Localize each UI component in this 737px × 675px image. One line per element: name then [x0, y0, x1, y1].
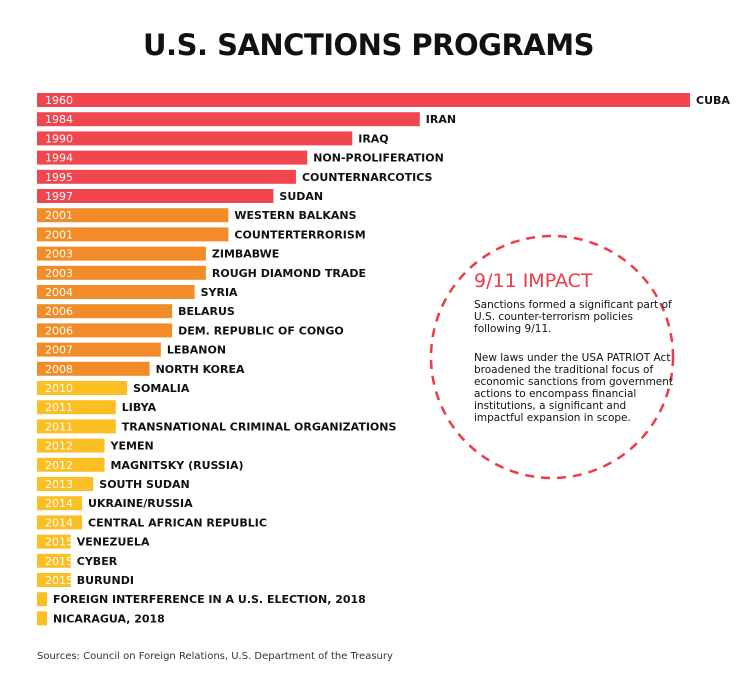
bar-5 [37, 169, 296, 184]
bar-27 [37, 592, 47, 607]
bar-category-label: NON-PROLIFERATION [313, 152, 444, 165]
bar-year-label: 2001 [45, 228, 73, 241]
bar-21 [37, 477, 94, 491]
bar-category-label: MAGNITSKY (RUSSIA) [111, 459, 244, 472]
callout-dashed-circle [429, 234, 675, 480]
bar-7 [37, 208, 229, 223]
bar-15 [37, 361, 150, 376]
chart-title: U.S. SANCTIONS PROGRAMS [143, 28, 595, 62]
bar-category-label: IRAN [426, 113, 456, 126]
bar-year-label: 2004 [45, 286, 73, 299]
bar-9 [37, 246, 206, 261]
bar-year-label: 1994 [45, 152, 73, 165]
bar-12 [37, 304, 173, 319]
bar-8 [37, 227, 229, 242]
bar-category-label: SYRIA [201, 286, 238, 299]
bar-25 [37, 553, 71, 568]
bar-year-label: 1995 [45, 171, 73, 184]
bar-year-label: 1997 [45, 190, 73, 203]
bar-category-label: YEMEN [110, 440, 154, 453]
bar-1 [37, 93, 690, 107]
bar-24 [37, 534, 71, 549]
bar-category-label: CUBA [696, 94, 730, 107]
callout-paragraph-2: New laws under the USA PATRIOT Act broad… [474, 352, 674, 424]
bar-year-label: 1960 [45, 94, 73, 107]
bar-year-label: 2001 [45, 209, 73, 222]
bar-23 [37, 515, 83, 530]
bar-20 [37, 457, 105, 472]
bar-category-label: LEBANON [167, 344, 226, 357]
bar-year-label: 2012 [45, 440, 73, 453]
bar-category-label: TRANSNATIONAL CRIMINAL ORGANIZATIONS [122, 420, 397, 433]
bar-26 [37, 573, 71, 587]
bar-year-label: 2011 [45, 401, 73, 414]
bar-category-label: ZIMBABWE [212, 248, 279, 261]
bar-14 [37, 342, 161, 357]
bar-year-label: 2010 [45, 382, 73, 395]
bar-category-label: LIBYA [122, 401, 157, 414]
bars-group: 1960 CUBA 1984 IRAN 1990 IRAQ 1994 NON-PROLIFER… [37, 93, 730, 626]
bar-year-label: 2015 [45, 555, 73, 568]
bar-28 [37, 611, 47, 626]
bar-category-label: CYBER [77, 555, 118, 568]
bar-category-label: BURUNDI [77, 574, 134, 587]
bar-year-label: 2011 [45, 420, 73, 433]
bar-category-label: COUNTERNARCOTICS [302, 171, 433, 184]
bar-6 [37, 189, 274, 203]
bar-4 [37, 150, 308, 165]
bar-category-label: ROUGH DIAMOND TRADE [212, 267, 366, 280]
bar-category-label: NICARAGUA, 2018 [53, 612, 165, 625]
bar-category-label: COUNTERTERRORISM [234, 228, 365, 241]
bar-year-label: 2015 [45, 574, 73, 587]
bar-year-label: 2008 [45, 363, 73, 376]
callout-title: 9/11 IMPACT [474, 270, 593, 292]
bar-category-label: SUDAN [279, 190, 323, 203]
bar-category-label: DEM. REPUBLIC OF CONGO [178, 324, 344, 337]
bar-category-label: SOMALIA [133, 382, 190, 395]
bar-category-label: WESTERN BALKANS [234, 209, 356, 222]
bar-year-label: 2007 [45, 344, 73, 357]
bar-year-label: 2015 [45, 536, 73, 549]
bar-13 [37, 323, 173, 338]
bar-category-label: SOUTH SUDAN [99, 478, 189, 491]
bar-year-label: 2006 [45, 305, 73, 318]
bar-category-label: VENEZUELA [77, 536, 150, 549]
bar-16 [37, 381, 128, 395]
bar-year-label: 1984 [45, 113, 73, 126]
bar-2 [37, 112, 420, 127]
bar-category-label: NORTH KOREA [156, 363, 245, 376]
bar-category-label: FOREIGN INTERFERENCE IN A U.S. ELECTION,… [53, 593, 366, 606]
bar-year-label: 2014 [45, 516, 73, 529]
bar-category-label: IRAQ [358, 132, 388, 145]
source-note: Sources: Council on Foreign Relations, U… [37, 651, 393, 662]
bar-year-label: 1990 [45, 132, 73, 145]
bar-10 [37, 265, 206, 280]
bar-year-label: 2003 [45, 248, 73, 261]
bar-category-label: BELARUS [178, 305, 235, 318]
bar-3 [37, 131, 353, 146]
bar-11 [37, 285, 195, 299]
bar-19 [37, 438, 105, 453]
bar-17 [37, 400, 116, 415]
bar-year-label: 2014 [45, 497, 73, 510]
callout-paragraph-1: Sanctions formed a significant part of U… [474, 299, 672, 335]
bar-22 [37, 496, 83, 511]
bar-category-label: CENTRAL AFRICAN REPUBLIC [88, 516, 267, 529]
bar-year-label: 2012 [45, 459, 73, 472]
bar-year-label: 2013 [45, 478, 73, 491]
bar-year-label: 2006 [45, 324, 73, 337]
bar-category-label: UKRAINE/RUSSIA [88, 497, 193, 510]
bar-year-label: 2003 [45, 267, 73, 280]
bar-18 [37, 419, 116, 434]
